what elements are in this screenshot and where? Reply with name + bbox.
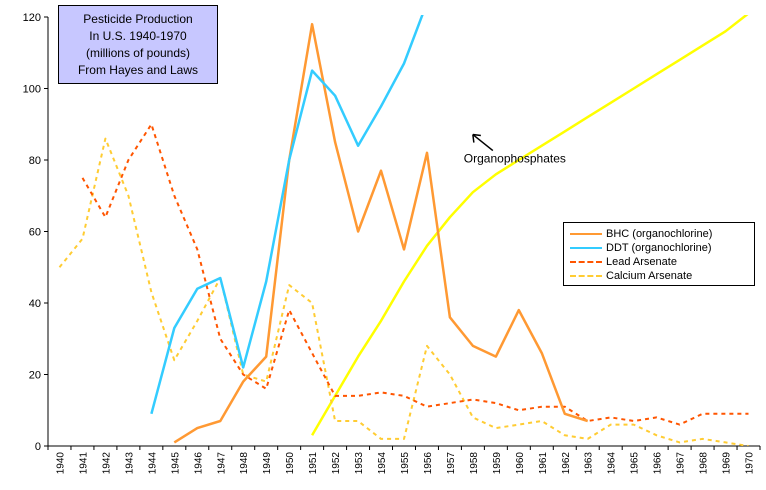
x-tick-label: 1945: [170, 452, 181, 475]
chart-title-line-4: From Hayes and Laws: [77, 62, 199, 77]
x-tick-label: 1950: [285, 452, 296, 475]
x-tick-label: 1967: [676, 452, 687, 475]
y-tick-label: 0: [35, 441, 41, 453]
chart-title-line-1: Pesticide Production: [83, 11, 193, 26]
legend-label-calcium-arsenate: Calcium Arsenate: [606, 270, 693, 282]
legend-item-bhc: BHC (organochlorine): [564, 227, 754, 241]
x-tick-label: 1955: [400, 452, 411, 475]
x-tick-label: 1953: [354, 452, 365, 475]
legend-item-ddt: DDT (organochlorine): [564, 241, 754, 255]
y-tick-label: 60: [29, 227, 41, 239]
x-tick-label: 1947: [216, 452, 227, 475]
legend-item-lead-arsenate: Lead Arsenate: [564, 255, 754, 269]
x-tick-label: 1944: [147, 452, 158, 475]
annotation-arrow-head: [472, 134, 475, 143]
chart-title-box: Pesticide Production In U.S. 1940-1970 (…: [58, 5, 218, 84]
x-tick-label: 1946: [193, 452, 204, 475]
annotation-arrow-shaft: [472, 133, 494, 152]
series-line-ddt-organochlorine: [150, 15, 424, 415]
annotation-arrow-head: [472, 133, 481, 137]
x-tick-label: 1951: [308, 452, 319, 475]
x-tick-label: 1959: [492, 452, 503, 475]
x-tick-label: 1942: [101, 452, 112, 475]
legend-swatch-ddt: [570, 247, 602, 249]
legend-item-calcium-arsenate: Calcium Arsenate: [564, 269, 754, 283]
x-tick-label: 1958: [469, 452, 480, 475]
x-tick-label: 1970: [745, 452, 756, 475]
chart-title-line-2: In U.S. 1940-1970: [89, 28, 187, 43]
series-line-calcium-arsenate: [58, 137, 749, 446]
x-tick-label: 1968: [699, 452, 710, 475]
x-tick-label: 1952: [331, 452, 342, 475]
series-line-lead-arsenate: [81, 123, 749, 426]
legend-swatch-calcium-arsenate: [570, 275, 602, 277]
axes: 0 20 40 60 80 100 120 1940 1941 1942 1943 1944 1945 1…: [23, 12, 761, 475]
annotation-label: Organophosphates: [464, 152, 566, 166]
legend-label-lead-arsenate: Lead Arsenate: [606, 256, 677, 268]
series-line-bhc-organochlorine: [173, 22, 589, 444]
x-tick-label: 1961: [538, 452, 549, 475]
x-tick-label: 1941: [78, 452, 89, 475]
chart-title-line-3: (millions of pounds): [85, 45, 191, 60]
y-tick-label: 120: [23, 12, 41, 24]
y-tick-label: 40: [29, 298, 41, 310]
x-tick-label: 1964: [607, 452, 618, 475]
legend: BHC (organochlorine) DDT (organochlorine…: [563, 222, 755, 286]
legend-swatch-bhc: [570, 233, 602, 235]
legend-label-ddt: DDT (organochlorine): [606, 242, 712, 254]
x-tick-label: 1954: [377, 452, 388, 475]
x-tick-label: 1943: [124, 452, 135, 475]
x-tick-label: 1940: [55, 452, 66, 475]
x-tick-label: 1957: [446, 452, 457, 475]
x-tick-label: 1966: [653, 452, 664, 475]
x-tick-label: 1962: [561, 452, 572, 475]
y-tick-label: 100: [23, 84, 41, 96]
legend-label-bhc: BHC (organochlorine): [606, 228, 713, 240]
x-tick-label: 1965: [630, 452, 641, 475]
series-line-organophosphates: [311, 15, 749, 436]
x-tick-label: 1969: [722, 452, 733, 475]
y-tick-label: 20: [29, 370, 41, 382]
y-tick-label: 80: [29, 155, 41, 167]
x-tick-label: 1956: [423, 452, 434, 475]
x-tick-label: 1948: [239, 452, 250, 475]
x-tick-label: 1949: [262, 452, 273, 475]
legend-swatch-lead-arsenate: [570, 261, 602, 263]
x-tick-label: 1960: [515, 452, 526, 475]
annotation-layer: Organophosphates: [464, 133, 566, 166]
series-layer: [58, 15, 749, 446]
x-tick-label: 1963: [584, 452, 595, 475]
